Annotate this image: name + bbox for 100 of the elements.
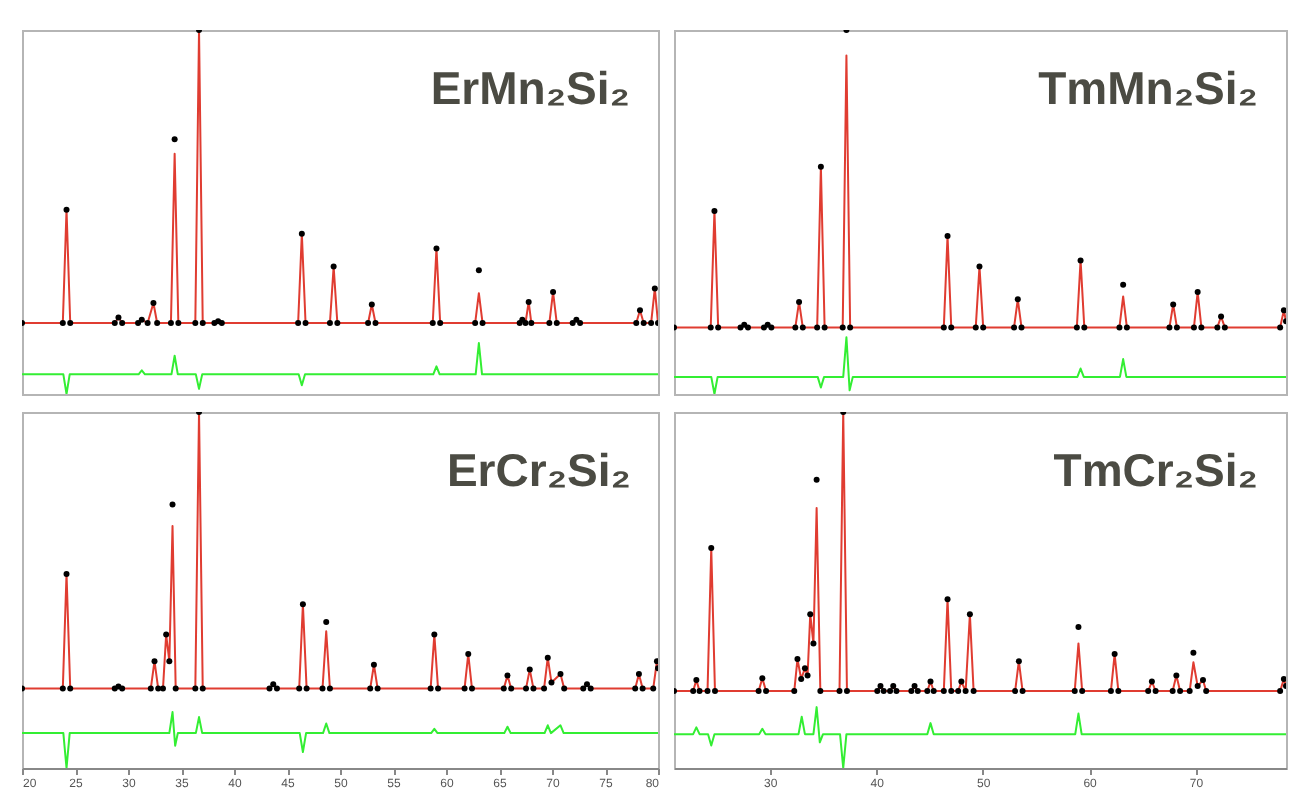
point — [707, 324, 714, 331]
point — [475, 267, 482, 274]
point — [544, 654, 551, 661]
point — [59, 320, 66, 327]
point — [548, 679, 555, 686]
point — [472, 320, 479, 327]
point — [151, 658, 158, 665]
point — [427, 685, 434, 692]
point — [817, 163, 824, 170]
point — [557, 671, 564, 678]
point — [528, 320, 535, 327]
point — [159, 685, 166, 692]
point — [429, 320, 436, 327]
point — [135, 320, 142, 327]
point — [468, 685, 475, 692]
point — [715, 324, 722, 331]
point — [1011, 324, 1018, 331]
point — [814, 324, 821, 331]
point — [192, 320, 199, 327]
point — [525, 298, 532, 305]
point — [639, 685, 646, 692]
point — [303, 685, 310, 692]
point — [299, 601, 306, 608]
point — [63, 206, 70, 213]
point — [374, 685, 381, 692]
point — [847, 324, 854, 331]
point — [1073, 324, 1080, 331]
point — [154, 320, 161, 327]
point — [437, 320, 444, 327]
point — [199, 685, 206, 692]
point — [319, 685, 326, 692]
point — [155, 685, 162, 692]
point — [175, 320, 182, 327]
text: ErCr₂Si₂ — [446, 444, 631, 496]
point — [561, 685, 568, 692]
point — [461, 685, 468, 692]
point — [587, 685, 594, 692]
point — [433, 245, 440, 252]
point — [334, 320, 341, 327]
point — [298, 230, 305, 237]
point — [192, 685, 199, 692]
point — [302, 320, 309, 327]
point — [365, 320, 372, 327]
point — [115, 314, 122, 321]
point — [147, 685, 154, 692]
point — [792, 324, 799, 331]
point — [530, 685, 537, 692]
point — [296, 685, 303, 692]
point — [944, 233, 951, 240]
point — [431, 631, 438, 638]
point — [63, 570, 70, 577]
point — [550, 289, 557, 296]
point — [796, 298, 803, 305]
point — [172, 685, 179, 692]
point — [583, 681, 590, 688]
point — [980, 324, 987, 331]
point — [636, 307, 643, 314]
point — [553, 320, 560, 327]
point — [326, 320, 333, 327]
point — [526, 666, 533, 673]
point — [111, 320, 118, 327]
point — [523, 685, 530, 692]
point — [273, 685, 280, 692]
point — [633, 320, 640, 327]
point — [1081, 324, 1088, 331]
point — [138, 316, 145, 323]
point — [119, 320, 126, 327]
point — [1170, 301, 1177, 308]
point — [1190, 324, 1197, 331]
point — [163, 631, 170, 638]
point — [370, 661, 377, 668]
point — [144, 320, 151, 327]
point — [508, 685, 515, 692]
point — [166, 658, 173, 665]
point — [372, 320, 379, 327]
point — [1120, 281, 1127, 288]
point — [799, 324, 806, 331]
point — [323, 619, 330, 626]
point — [648, 320, 655, 327]
point — [1077, 257, 1084, 264]
point — [150, 300, 157, 306]
point — [435, 685, 442, 692]
point — [948, 324, 955, 331]
point — [1116, 324, 1123, 331]
point — [522, 320, 529, 327]
point — [67, 685, 74, 692]
point — [1218, 313, 1225, 320]
point — [1194, 289, 1201, 296]
point — [367, 685, 374, 692]
point — [1277, 324, 1284, 331]
text: TmMn₂Si₂ — [1038, 62, 1258, 114]
point — [1018, 324, 1025, 331]
point — [632, 685, 639, 692]
point — [940, 324, 947, 331]
point — [1123, 324, 1130, 331]
point — [167, 320, 174, 327]
point — [651, 285, 658, 292]
point — [1014, 296, 1021, 303]
text: TmCr₂Si₂ — [1053, 444, 1258, 496]
point — [500, 685, 507, 692]
